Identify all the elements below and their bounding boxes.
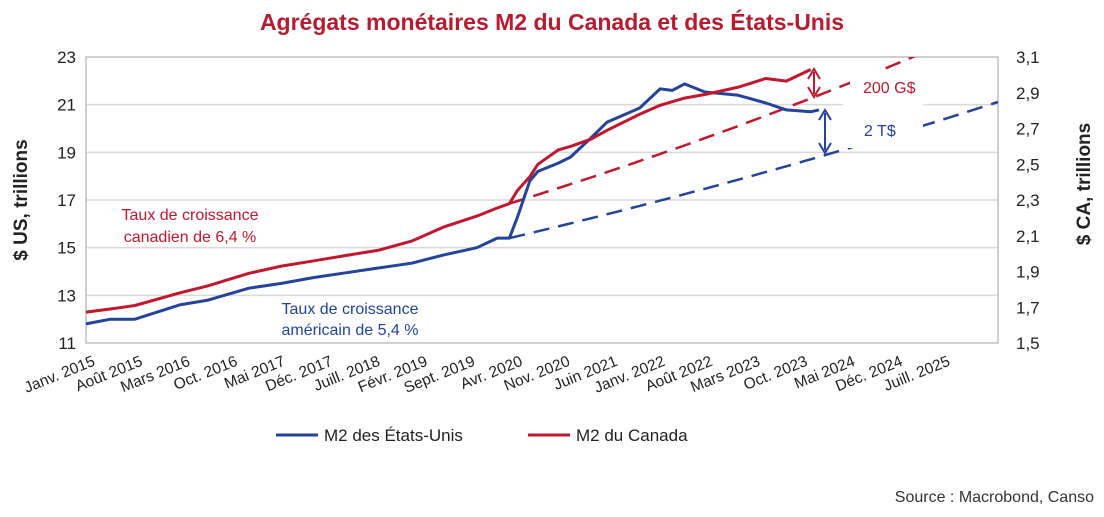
annotations: Taux de croissance canadien de 6,4 % Tau… <box>122 67 930 339</box>
y-tick-label-right: 2,3 <box>1016 191 1040 210</box>
plot-border <box>85 56 999 344</box>
y-tick-label-left: 17 <box>57 191 76 210</box>
y-axis-left: 11 13 15 17 19 21 23 <box>57 48 76 353</box>
y-tick-label-right: 2,7 <box>1016 120 1040 139</box>
label-bg-canada-gap <box>850 70 930 100</box>
legend: M2 des États-Unis M2 du Canada <box>276 426 688 445</box>
y-axis-right-title: $ CA, trillions <box>1074 123 1095 245</box>
arrow-canada-gap-head-top <box>807 67 821 80</box>
chart-title: Agrégats monétaires M2 du Canada et des … <box>260 8 844 35</box>
annotation-us-rate-line1: Taux de croissance <box>282 301 419 318</box>
annotation-us-rate-line2: américain de 5,4 % <box>282 322 419 339</box>
series-line <box>85 68 812 314</box>
y-tick-label-right: 1,7 <box>1016 298 1040 317</box>
arrow-canada-gap-head-bottom <box>807 86 821 99</box>
source-note: Source : Macrobond, Canso <box>895 489 1094 506</box>
y-tick-label-left: 23 <box>57 48 76 67</box>
y-tick-label-left: 15 <box>57 239 76 258</box>
y-tick-label-right: 3,1 <box>1016 48 1040 67</box>
y-tick-label-left: 21 <box>57 96 76 115</box>
legend-label-canada: M2 du Canada <box>576 426 688 445</box>
series-lines <box>85 68 820 326</box>
annotation-canada-rate-line2: canadien de 6,4 % <box>124 229 257 246</box>
annotation-canada-rate-line1: Taux de croissance <box>122 207 259 224</box>
series-line <box>85 82 820 326</box>
trend-lines <box>509 57 998 240</box>
y-tick-label-left: 19 <box>57 143 76 162</box>
y-tick-label-right: 2,1 <box>1016 227 1040 246</box>
y-tick-label-right: 1,5 <box>1016 334 1040 353</box>
legend-label-us: M2 des États-Unis <box>324 426 463 445</box>
y-tick-label-left: 11 <box>58 334 76 353</box>
annotation-canada-gap: 200 G$ <box>863 80 916 97</box>
y-tick-label-right: 2,9 <box>1016 84 1040 103</box>
trend-line <box>509 57 917 205</box>
y-axis-right: 1,5 1,7 1,9 2,1 2,3 2,5 2,7 2,9 3,1 <box>1016 48 1040 353</box>
arrow-us-gap-head-top <box>818 108 832 121</box>
arrow-us-gap-head-bottom <box>818 142 832 155</box>
y-tick-label-left: 13 <box>57 286 76 305</box>
annotation-us-gap: 2 T$ <box>864 123 896 140</box>
y-tick-label-right: 2,5 <box>1016 155 1040 174</box>
y-tick-label-right: 1,9 <box>1016 263 1040 282</box>
label-bg-us-gap <box>843 100 923 148</box>
y-axis-left-title: $ US, trillions <box>11 139 32 260</box>
trend-line <box>509 100 998 240</box>
gridlines <box>86 103 998 297</box>
